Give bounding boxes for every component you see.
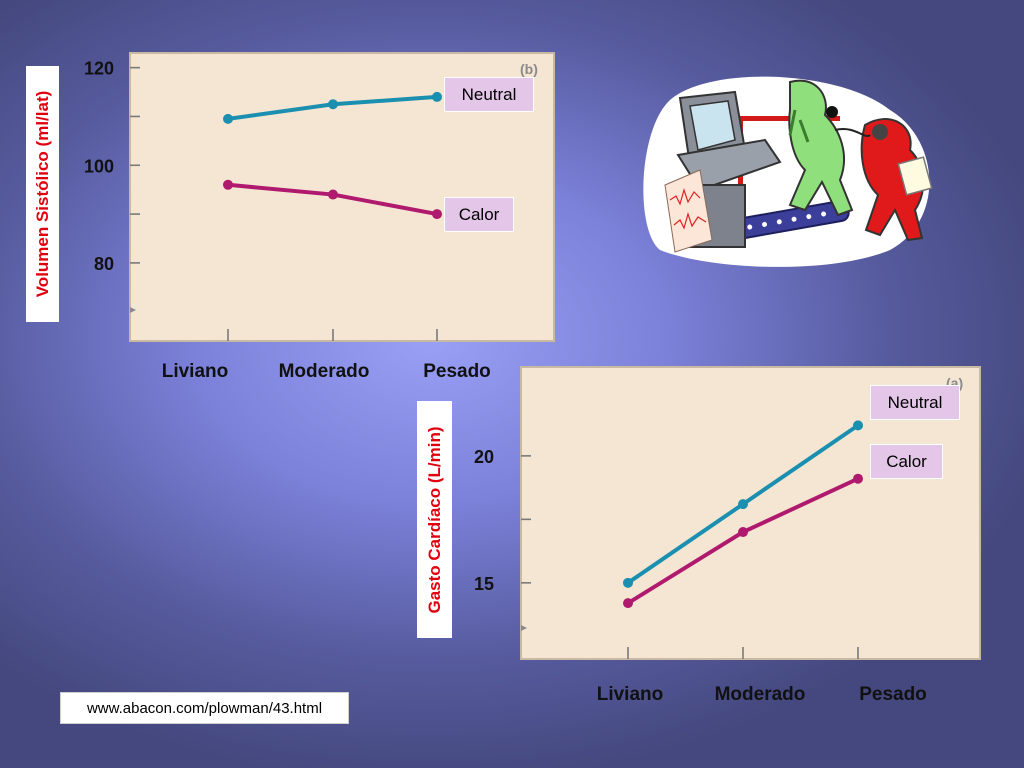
data-point-neutral xyxy=(328,99,338,110)
data-point-calor xyxy=(432,209,442,220)
x-category-label: Pesado xyxy=(859,684,927,705)
data-point-neutral xyxy=(623,577,633,588)
legend-neutral-chart1: Neutral xyxy=(444,77,534,112)
data-point-calor xyxy=(328,189,338,200)
x-category-label: Moderado xyxy=(279,361,370,382)
data-point-calor xyxy=(223,179,233,190)
treadmill-doctor-icon xyxy=(643,76,933,267)
data-point-calor xyxy=(623,598,633,609)
data-point-neutral xyxy=(223,113,233,124)
x-category-label: Liviano xyxy=(162,361,229,382)
cardiac-output-ylabel-box: Gasto Cardíaco (L/min) xyxy=(417,401,452,638)
data-point-calor xyxy=(738,527,748,538)
y-tick-label: 80 xyxy=(94,254,114,274)
x-category-label: Pesado xyxy=(423,361,491,382)
data-point-neutral xyxy=(432,91,442,102)
legend-neutral-chart2: Neutral xyxy=(870,385,960,420)
x-category-label: Moderado xyxy=(715,684,806,705)
source-url: www.abacon.com/plowman/43.html xyxy=(60,692,349,724)
cardiac-output-ylabel: Gasto Cardíaco (L/min) xyxy=(424,425,444,614)
legend-calor-chart2: Calor xyxy=(870,444,943,479)
y-tick-label: 100 xyxy=(84,156,114,176)
y-tick-label: 20 xyxy=(474,447,494,467)
panel-marker: (b) xyxy=(520,61,538,77)
data-point-calor xyxy=(853,473,863,484)
data-point-neutral xyxy=(738,499,748,510)
axis-arrow xyxy=(130,307,136,313)
data-point-neutral xyxy=(853,420,863,431)
x-category-label: Liviano xyxy=(597,684,664,705)
y-tick-label: 15 xyxy=(474,574,494,594)
axis-arrow xyxy=(521,625,527,631)
legend-calor-chart1: Calor xyxy=(444,197,514,232)
y-tick-label: 120 xyxy=(84,59,114,79)
stroke-volume-ylabel-box: Volumen Sistólico (ml/lat) xyxy=(26,66,59,322)
